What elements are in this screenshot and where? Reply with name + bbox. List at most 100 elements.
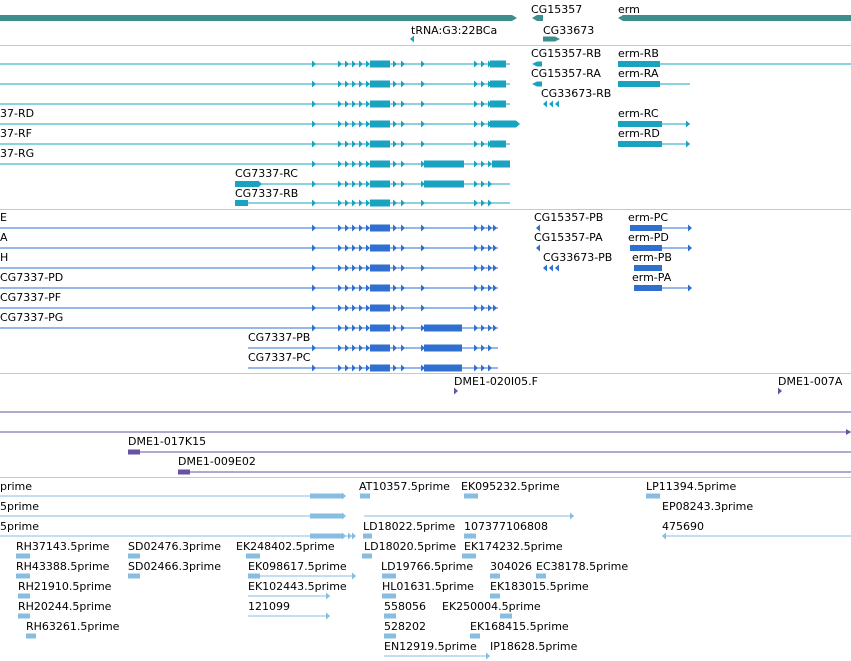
strand-arrow-right <box>401 180 405 188</box>
feature-label[interactable]: CG15357 <box>531 3 583 16</box>
feature-label[interactable]: EK095232.5prime <box>461 480 560 493</box>
feature-label[interactable]: 107377106808 <box>464 520 548 533</box>
feature-label[interactable]: RH20244.5prime <box>18 600 112 613</box>
feature-label[interactable]: AT10357.5prime <box>359 480 450 493</box>
feature-label[interactable]: RH43388.5prime <box>16 560 110 573</box>
feature-label[interactable]: EP08243.3prime <box>662 500 754 513</box>
feature-label[interactable]: CG15357-PB <box>534 211 604 224</box>
feature-label[interactable]: CG33673-PB <box>543 251 613 264</box>
feature-label[interactable]: EK174232.5prime <box>464 540 563 553</box>
exon-block <box>490 100 506 108</box>
strand-arrow-right <box>366 120 370 128</box>
strand-arrow-right <box>688 224 692 232</box>
feature-label[interactable]: tRNA:G3:22BCa <box>411 24 498 37</box>
feature-label[interactable]: EK183015.5prime <box>490 580 589 593</box>
feature-label[interactable]: SD02476.3prime <box>128 540 221 553</box>
feature-label[interactable]: DME1-020I05.F <box>454 375 538 388</box>
feature-label[interactable]: EK168415.5prime <box>470 620 569 633</box>
feature-label[interactable]: erm-PA <box>632 271 672 284</box>
feature-label[interactable]: erm-RD <box>618 127 660 140</box>
feature-label[interactable]: EK248402.5prime <box>236 540 335 553</box>
feature-label[interactable]: CG7337-PD <box>0 271 64 284</box>
feature-label[interactable]: RH37143.5prime <box>16 540 110 553</box>
feature-label[interactable]: DME1-009E02 <box>178 455 256 468</box>
feature-label[interactable]: 37-RG <box>0 147 35 160</box>
feature-label[interactable]: erm <box>618 3 640 16</box>
feature-label[interactable]: 121099 <box>248 600 290 613</box>
gene-bar <box>618 15 851 21</box>
strand-arrow-right <box>393 60 397 68</box>
strand-arrow-right <box>481 80 485 88</box>
intron-line <box>0 287 498 289</box>
feature-label[interactable]: 528202 <box>384 620 426 633</box>
strand-arrow-right <box>481 60 485 68</box>
est-block <box>16 573 30 579</box>
exon-block <box>370 284 390 292</box>
feature-label[interactable]: LD19766.5prime <box>381 560 474 573</box>
feature-label[interactable]: CG7337-RB <box>235 187 299 200</box>
feature-label[interactable]: CG7337-PC <box>248 351 311 364</box>
intron-line <box>0 495 342 497</box>
feature-label[interactable]: EC38178.5prime <box>536 560 629 573</box>
strand-arrow-right <box>352 180 356 188</box>
feature-label[interactable]: LP11394.5prime <box>646 480 737 493</box>
strand-arrow-right <box>474 324 478 332</box>
feature-label[interactable]: RH63261.5prime <box>26 620 120 633</box>
feature-label[interactable]: CG7337-RC <box>235 167 298 180</box>
exon-block <box>128 449 140 455</box>
strand-arrow-right <box>359 199 363 207</box>
feature-label[interactable]: erm-RB <box>618 47 659 60</box>
feature-label[interactable]: DME1-007A <box>778 375 843 388</box>
feature-label[interactable]: SD02466.3prime <box>128 560 221 573</box>
feature-label[interactable]: EN12919.5prime <box>384 640 477 653</box>
feature-label[interactable]: EK102443.5prime <box>248 580 347 593</box>
feature-label[interactable]: 37-RF <box>0 127 32 140</box>
strand-arrow-right <box>488 160 492 168</box>
feature-label[interactable]: H <box>0 251 9 264</box>
exon-block <box>424 344 462 352</box>
feature-label[interactable]: EK250004.5prime <box>442 600 541 613</box>
feature-label[interactable]: erm-PD <box>628 231 669 244</box>
strand-arrow-right <box>338 140 342 148</box>
feature-label[interactable]: CG7337-PF <box>0 291 62 304</box>
strand-arrow-right <box>493 264 497 272</box>
feature-label[interactable]: CG15357-RA <box>531 67 601 80</box>
feature-label[interactable]: 304026 <box>490 560 532 573</box>
feature-label[interactable]: HL01631.5prime <box>382 580 474 593</box>
strand-arrow-right <box>345 364 349 372</box>
gene-bar <box>0 15 517 21</box>
feature-label[interactable]: CG15357-RB <box>531 47 602 60</box>
exon-block <box>490 80 506 88</box>
feature-label[interactable]: LD18022.5prime <box>363 520 456 533</box>
feature-label[interactable]: erm-PB <box>632 251 672 264</box>
feature-label[interactable]: CG7337-PG <box>0 311 64 324</box>
intron-line <box>0 267 498 269</box>
feature-label[interactable]: EK098617.5prime <box>248 560 347 573</box>
feature-label[interactable]: E <box>0 211 7 224</box>
strand-arrow-right <box>342 492 346 500</box>
feature-label[interactable]: erm-RA <box>618 67 659 80</box>
feature-label[interactable]: CG33673-RB <box>541 87 612 100</box>
feature-label[interactable]: LD18020.5prime <box>364 540 457 553</box>
feature-label[interactable]: CG33673 <box>543 24 595 37</box>
exon-block <box>370 100 390 108</box>
feature-label[interactable]: A <box>0 231 8 244</box>
strand-arrow-right <box>312 364 316 372</box>
feature-label[interactable]: erm-RC <box>618 107 659 120</box>
feature-label[interactable]: CG7337-PB <box>248 331 311 344</box>
feature-label[interactable]: 37-RD <box>0 107 35 120</box>
feature-label[interactable]: IP18628.5prime <box>490 640 578 653</box>
feature-label[interactable]: erm-PC <box>628 211 669 224</box>
feature-label[interactable]: RH21910.5prime <box>18 580 112 593</box>
feature-label[interactable]: DME1-017K15 <box>128 435 207 448</box>
feature-label[interactable]: 475690 <box>662 520 704 533</box>
feature-label[interactable]: prime <box>0 480 33 493</box>
strand-arrow-right <box>481 264 485 272</box>
feature-label[interactable]: CG15357-PA <box>534 231 603 244</box>
feature-label[interactable]: 558056 <box>384 600 426 613</box>
feature-label[interactable]: 5prime <box>0 500 40 513</box>
feature-label[interactable]: 5prime <box>0 520 40 533</box>
intron-line <box>0 227 498 229</box>
